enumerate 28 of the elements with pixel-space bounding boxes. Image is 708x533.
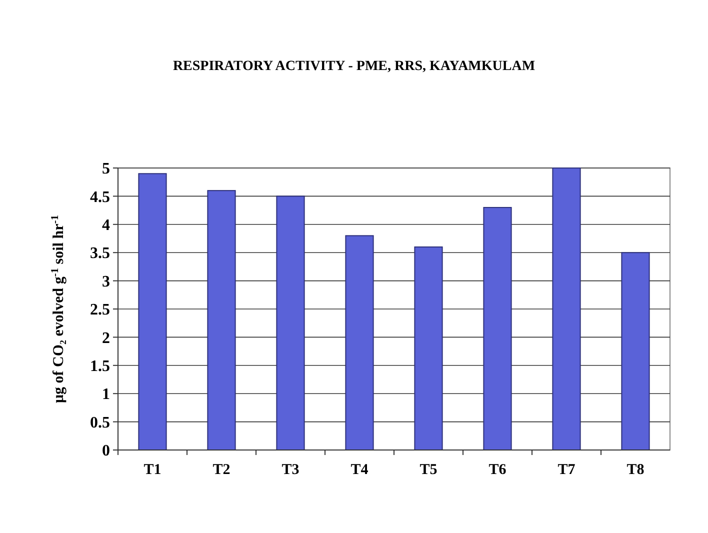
x-tick-label: T5 [420, 462, 438, 478]
y-tick-label: 1 [102, 386, 110, 404]
y-tick-label: 2 [102, 330, 110, 347]
y-tick-label: 3 [102, 273, 110, 290]
bar [414, 246, 443, 450]
y-tick-label: 0 [102, 442, 110, 460]
chart-title: RESPIRATORY ACTIVITY - PME, RRS, KAYAMKULAM [172, 59, 536, 74]
y-tick-label: 3.5 [90, 245, 110, 262]
x-tick-label: T6 [488, 462, 507, 478]
y-tick-label: 4 [102, 217, 110, 234]
bar [483, 206, 512, 450]
y-tick-label: 2.5 [90, 302, 110, 319]
x-tick-label: T1 [144, 462, 162, 478]
bar [345, 235, 374, 450]
x-tick-label: T8 [626, 462, 644, 478]
bar [207, 190, 236, 450]
y-tick-label: 5 [102, 160, 110, 178]
x-tick-label: T7 [558, 462, 576, 478]
x-tick-label: T3 [282, 462, 300, 478]
y-tick-label: 1.5 [90, 358, 110, 375]
x-tick-label: T4 [350, 462, 369, 478]
x-tick-label: T2 [212, 462, 230, 478]
bar [276, 196, 305, 450]
bar [621, 252, 650, 450]
y-tick-label: 0.5 [90, 414, 110, 432]
y-tick-label: 4.5 [90, 188, 110, 206]
bar [552, 168, 581, 450]
bar [138, 173, 167, 450]
